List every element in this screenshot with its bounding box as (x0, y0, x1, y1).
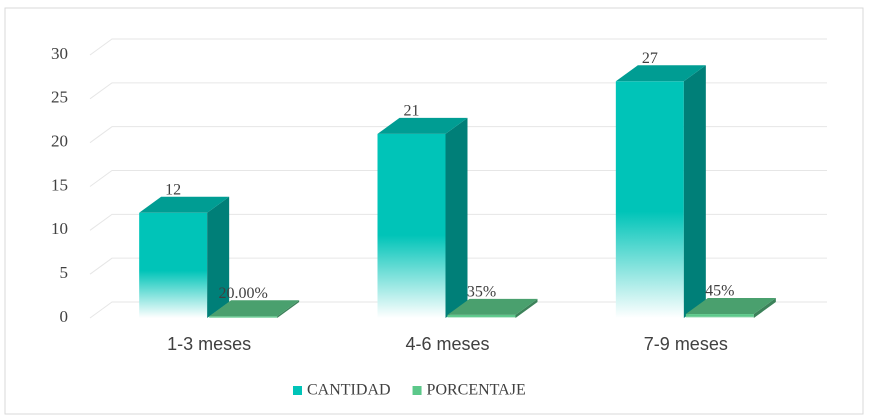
bar-front (139, 212, 208, 318)
legend-label: CANTIDAD (307, 382, 391, 399)
grid-line (89, 82, 827, 100)
bar-front (615, 81, 684, 318)
y-tick-label: 10 (51, 219, 68, 238)
bar-side (753, 298, 776, 318)
bar-side (207, 196, 230, 318)
legend-swatch (293, 386, 302, 395)
grid-line (89, 213, 827, 231)
data-label: 27 (642, 50, 658, 67)
bar-top (139, 196, 230, 213)
data-label: 45% (705, 283, 734, 300)
bar-top (377, 117, 468, 134)
grid-line (89, 170, 827, 187)
x-tick-label: 4-6 meses (405, 334, 489, 354)
grid-line (89, 126, 827, 144)
data-label: 20.00% (219, 285, 268, 302)
bar-side (445, 117, 468, 319)
bar-front (209, 316, 278, 318)
x-tick-label: 7-9 meses (644, 334, 728, 354)
y-tick-label: 20 (51, 132, 68, 151)
bar-side (515, 298, 538, 318)
bar-front (447, 314, 516, 318)
grid-line (89, 301, 827, 319)
bar-side (277, 300, 300, 318)
bar-top (447, 298, 538, 315)
bar-top (685, 298, 776, 315)
y-tick-label: 25 (51, 88, 68, 107)
legend-label: PORCENTAJE (427, 382, 526, 399)
legend-swatch (412, 386, 422, 395)
data-label: 21 (404, 103, 420, 120)
grid-line (89, 257, 827, 275)
bar-top (209, 300, 300, 317)
data-label: 12 (165, 181, 181, 198)
bar-side (683, 65, 706, 318)
y-tick-label: 5 (60, 263, 69, 282)
y-tick-label: 15 (51, 175, 68, 194)
grid-line (89, 38, 827, 56)
y-tick-label: 30 (51, 44, 68, 63)
x-tick-label: 1-3 meses (167, 334, 251, 354)
bar-front (685, 314, 754, 318)
y-tick-label: 0 (60, 307, 69, 326)
data-label: 35% (467, 284, 496, 301)
bar-front (377, 133, 446, 318)
bar-top (615, 65, 706, 82)
